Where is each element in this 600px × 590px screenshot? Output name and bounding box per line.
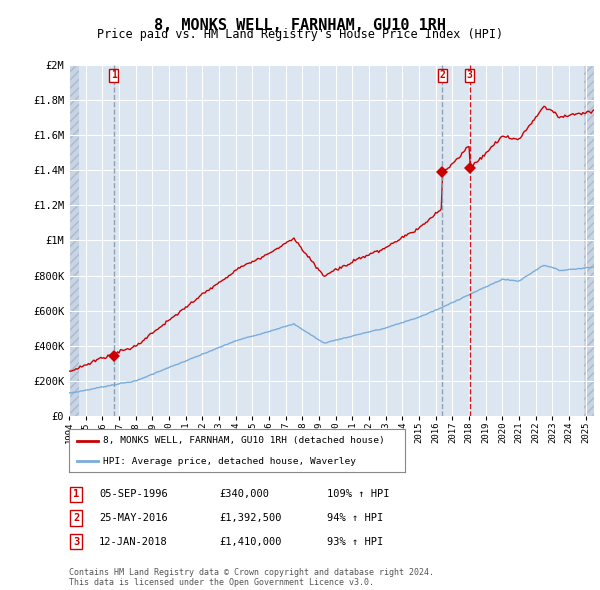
Text: HPI: Average price, detached house, Waverley: HPI: Average price, detached house, Wave… bbox=[103, 457, 356, 466]
Text: 3: 3 bbox=[73, 537, 79, 546]
Text: £1,392,500: £1,392,500 bbox=[219, 513, 281, 523]
Text: 109% ↑ HPI: 109% ↑ HPI bbox=[327, 490, 389, 499]
Text: 2: 2 bbox=[439, 70, 445, 80]
Text: 94% ↑ HPI: 94% ↑ HPI bbox=[327, 513, 383, 523]
Text: Contains HM Land Registry data © Crown copyright and database right 2024.
This d: Contains HM Land Registry data © Crown c… bbox=[69, 568, 434, 587]
Text: 25-MAY-2016: 25-MAY-2016 bbox=[99, 513, 168, 523]
Text: £1,410,000: £1,410,000 bbox=[219, 537, 281, 546]
Text: £340,000: £340,000 bbox=[219, 490, 269, 499]
Text: 2: 2 bbox=[73, 513, 79, 523]
Text: 3: 3 bbox=[467, 70, 472, 80]
Text: 93% ↑ HPI: 93% ↑ HPI bbox=[327, 537, 383, 546]
Text: 1: 1 bbox=[110, 70, 116, 80]
Text: 1: 1 bbox=[73, 490, 79, 499]
Text: 05-SEP-1996: 05-SEP-1996 bbox=[99, 490, 168, 499]
Text: 8, MONKS WELL, FARNHAM, GU10 1RH (detached house): 8, MONKS WELL, FARNHAM, GU10 1RH (detach… bbox=[103, 436, 385, 445]
Bar bbox=[584, 65, 600, 416]
Text: Price paid vs. HM Land Registry's House Price Index (HPI): Price paid vs. HM Land Registry's House … bbox=[97, 28, 503, 41]
Bar bbox=[69, 65, 79, 416]
Text: 8, MONKS WELL, FARNHAM, GU10 1RH: 8, MONKS WELL, FARNHAM, GU10 1RH bbox=[154, 18, 446, 32]
Text: 12-JAN-2018: 12-JAN-2018 bbox=[99, 537, 168, 546]
